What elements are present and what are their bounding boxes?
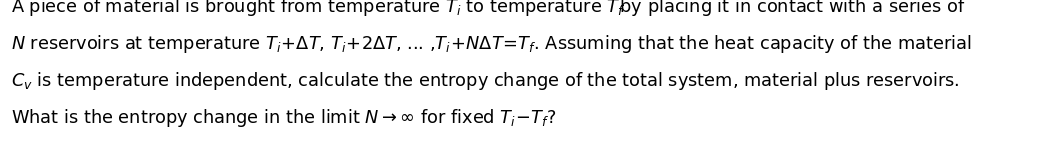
Text: $N$ reservoirs at temperature $T_i\!+\!\Delta T$, $T_i\!+\!2\Delta T$, ... ,$T_i: $N$ reservoirs at temperature $T_i\!+\!\… <box>11 33 971 55</box>
Text: A piece of material is brought from temperature $T_i$ to temperature $T_f\!$by p: A piece of material is brought from temp… <box>11 0 965 18</box>
Text: $C_v$ is temperature independent, calculate the entropy change of the total syst: $C_v$ is temperature independent, calcul… <box>11 70 960 92</box>
Text: What is the entropy change in the limit $N \rightarrow \infty$ for fixed $T_i\!-: What is the entropy change in the limit … <box>11 107 556 129</box>
